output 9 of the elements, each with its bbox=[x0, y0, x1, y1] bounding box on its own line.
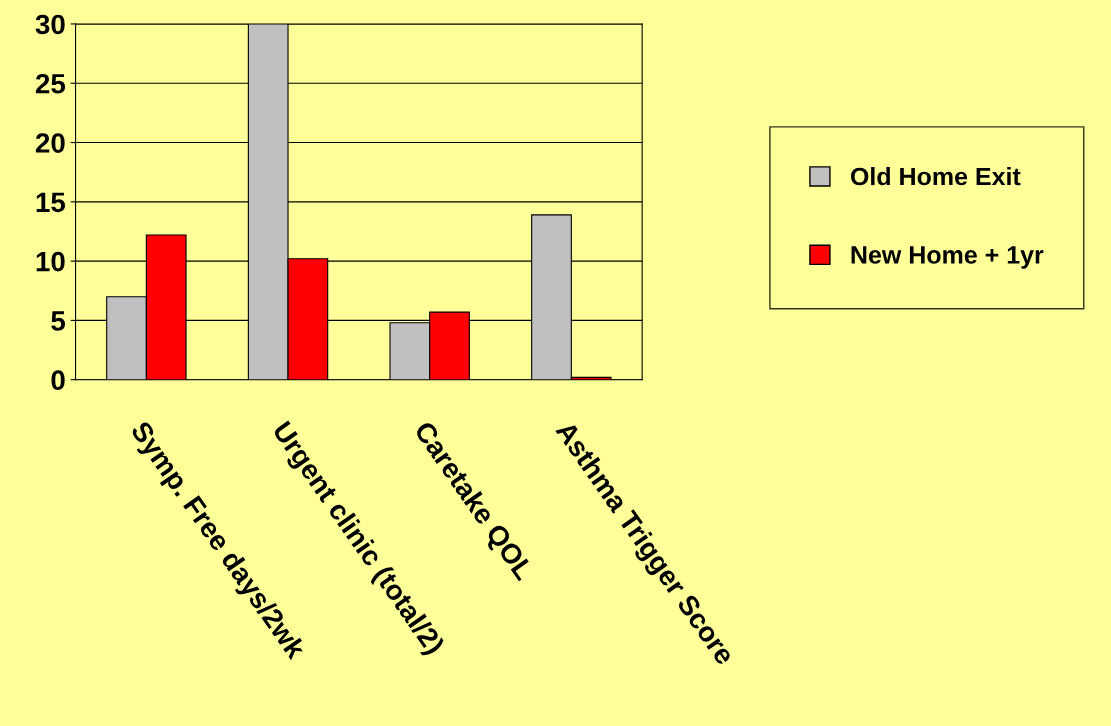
legend-label: New Home + 1yr bbox=[851, 246, 1044, 269]
legend-label: Old Home Exit bbox=[850, 167, 1021, 186]
y-tick-label: 5 bbox=[51, 311, 66, 331]
y-tick-label: 30 bbox=[35, 14, 65, 35]
y-tick-label: 20 bbox=[35, 133, 65, 153]
y-tick-label: 0 bbox=[51, 370, 65, 391]
y-tick-label: 10 bbox=[36, 251, 65, 272]
y-tick-label: 15 bbox=[36, 192, 66, 213]
y-tick-label: 25 bbox=[35, 73, 66, 94]
